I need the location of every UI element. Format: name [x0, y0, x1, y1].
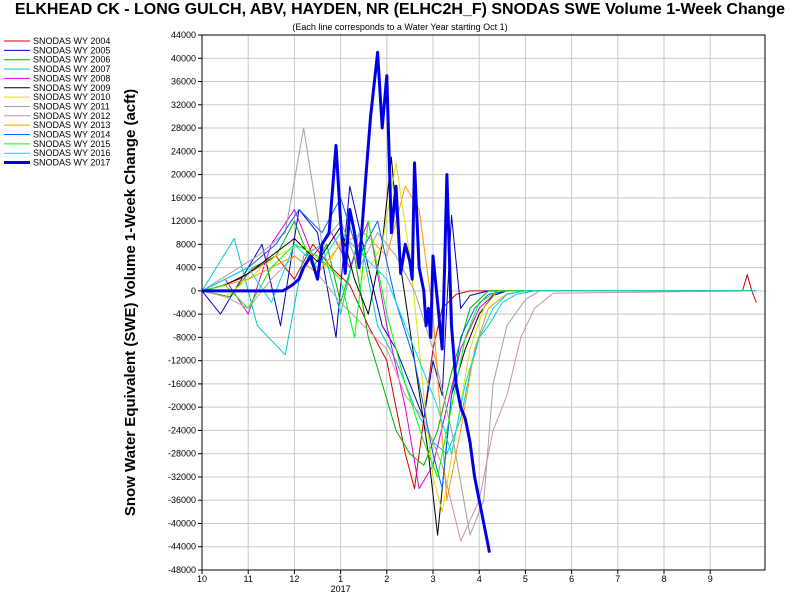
y-tick-label: -16000 — [168, 379, 196, 389]
y-tick-label: 44000 — [171, 30, 196, 40]
series-lines — [201, 50, 757, 553]
y-tick-label: -12000 — [168, 356, 196, 366]
plot-frame — [201, 34, 766, 571]
chart-title: ELKHEAD CK - LONG GULCH, ABV, HAYDEN, NR… — [14, 1, 786, 18]
x-tick-label: 5 — [523, 574, 528, 584]
y-tick-label: 36000 — [171, 77, 196, 87]
y-tick-label: 40000 — [171, 53, 196, 63]
y-tick-label: -4000 — [173, 309, 196, 319]
series-line-snodas-wy-2010 — [201, 162, 757, 513]
legend-label: SNODAS WY 2017 — [33, 158, 110, 168]
series-line-snodas-wy-2011 — [201, 127, 757, 536]
series-line-snodas-wy-2017 — [202, 50, 491, 553]
y-tick-label: -36000 — [168, 495, 196, 505]
legend-label: SNODAS WY 2008 — [33, 73, 110, 83]
x-tick-label: 1 — [338, 574, 343, 584]
x-tick-label: 7 — [615, 574, 620, 584]
y-tick-label: -24000 — [168, 425, 196, 435]
legend-label: SNODAS WY 2012 — [33, 111, 110, 121]
legend-label: SNODAS WY 2006 — [33, 55, 110, 65]
y-tick-label: -32000 — [168, 472, 196, 482]
y-tick-label: 12000 — [171, 216, 196, 226]
series-line-snodas-wy-2014 — [201, 197, 757, 490]
x-tick-label: 9 — [708, 574, 713, 584]
x-tick-label: 3 — [430, 574, 435, 584]
y-tick-label: -8000 — [173, 332, 196, 342]
legend-label: SNODAS WY 2015 — [33, 139, 110, 149]
y-tick-label: -20000 — [168, 402, 196, 412]
y-tick-label: -44000 — [168, 542, 196, 552]
y-axis-ticks: 4400040000360003200028000240002000016000… — [168, 30, 202, 575]
chart-subtitle: (Each line corresponds to a Water Year s… — [292, 22, 508, 32]
y-axis-label: Snow Water Equivalent (SWE) Volume 1-Wee… — [122, 89, 139, 516]
legend-label: SNODAS WY 2009 — [33, 83, 110, 93]
y-tick-label: 32000 — [171, 100, 196, 110]
x-tick-label: 12 — [289, 574, 299, 584]
x-tick-label: 10 — [197, 574, 207, 584]
series-line-snodas-wy-2005 — [201, 185, 757, 420]
legend-label: SNODAS WY 2005 — [33, 45, 110, 55]
gridlines — [202, 34, 765, 571]
x-tick-label: 11 — [244, 574, 253, 584]
series-line-snodas-wy-2015 — [201, 220, 757, 478]
y-tick-label: 28000 — [171, 123, 196, 133]
legend-label: SNODAS WY 2011 — [33, 101, 110, 111]
y-tick-label: 0 — [191, 286, 196, 296]
series-line-snodas-wy-2016 — [201, 232, 757, 455]
legend-label: SNODAS WY 2014 — [33, 130, 110, 140]
series-line-snodas-wy-2012 — [201, 255, 757, 542]
y-tick-label: -40000 — [168, 518, 196, 528]
legend-label: SNODAS WY 2013 — [33, 120, 110, 130]
legend-label: SNODAS WY 2004 — [33, 36, 110, 46]
y-tick-label: 8000 — [176, 239, 196, 249]
legend-label: SNODAS WY 2016 — [33, 148, 110, 158]
y-tick-label: 16000 — [171, 193, 196, 203]
x-axis-ticks: 10 11 12 1 2 3 4 5 6 7 8 9 — [197, 570, 713, 584]
x-year-label: 2017 — [331, 584, 351, 594]
y-tick-label: 20000 — [171, 170, 196, 180]
y-tick-label: 4000 — [176, 263, 196, 273]
legend-label: SNODAS WY 2010 — [33, 92, 110, 102]
y-tick-label: -28000 — [168, 449, 196, 459]
x-tick-label: 2 — [384, 574, 389, 584]
x-tick-label: 8 — [661, 574, 666, 584]
x-tick-label: 6 — [569, 574, 574, 584]
legend-label: SNODAS WY 2007 — [33, 64, 110, 74]
x-tick-label: 4 — [477, 574, 482, 584]
y-tick-label: -48000 — [168, 565, 196, 575]
y-tick-label: 24000 — [171, 146, 196, 156]
